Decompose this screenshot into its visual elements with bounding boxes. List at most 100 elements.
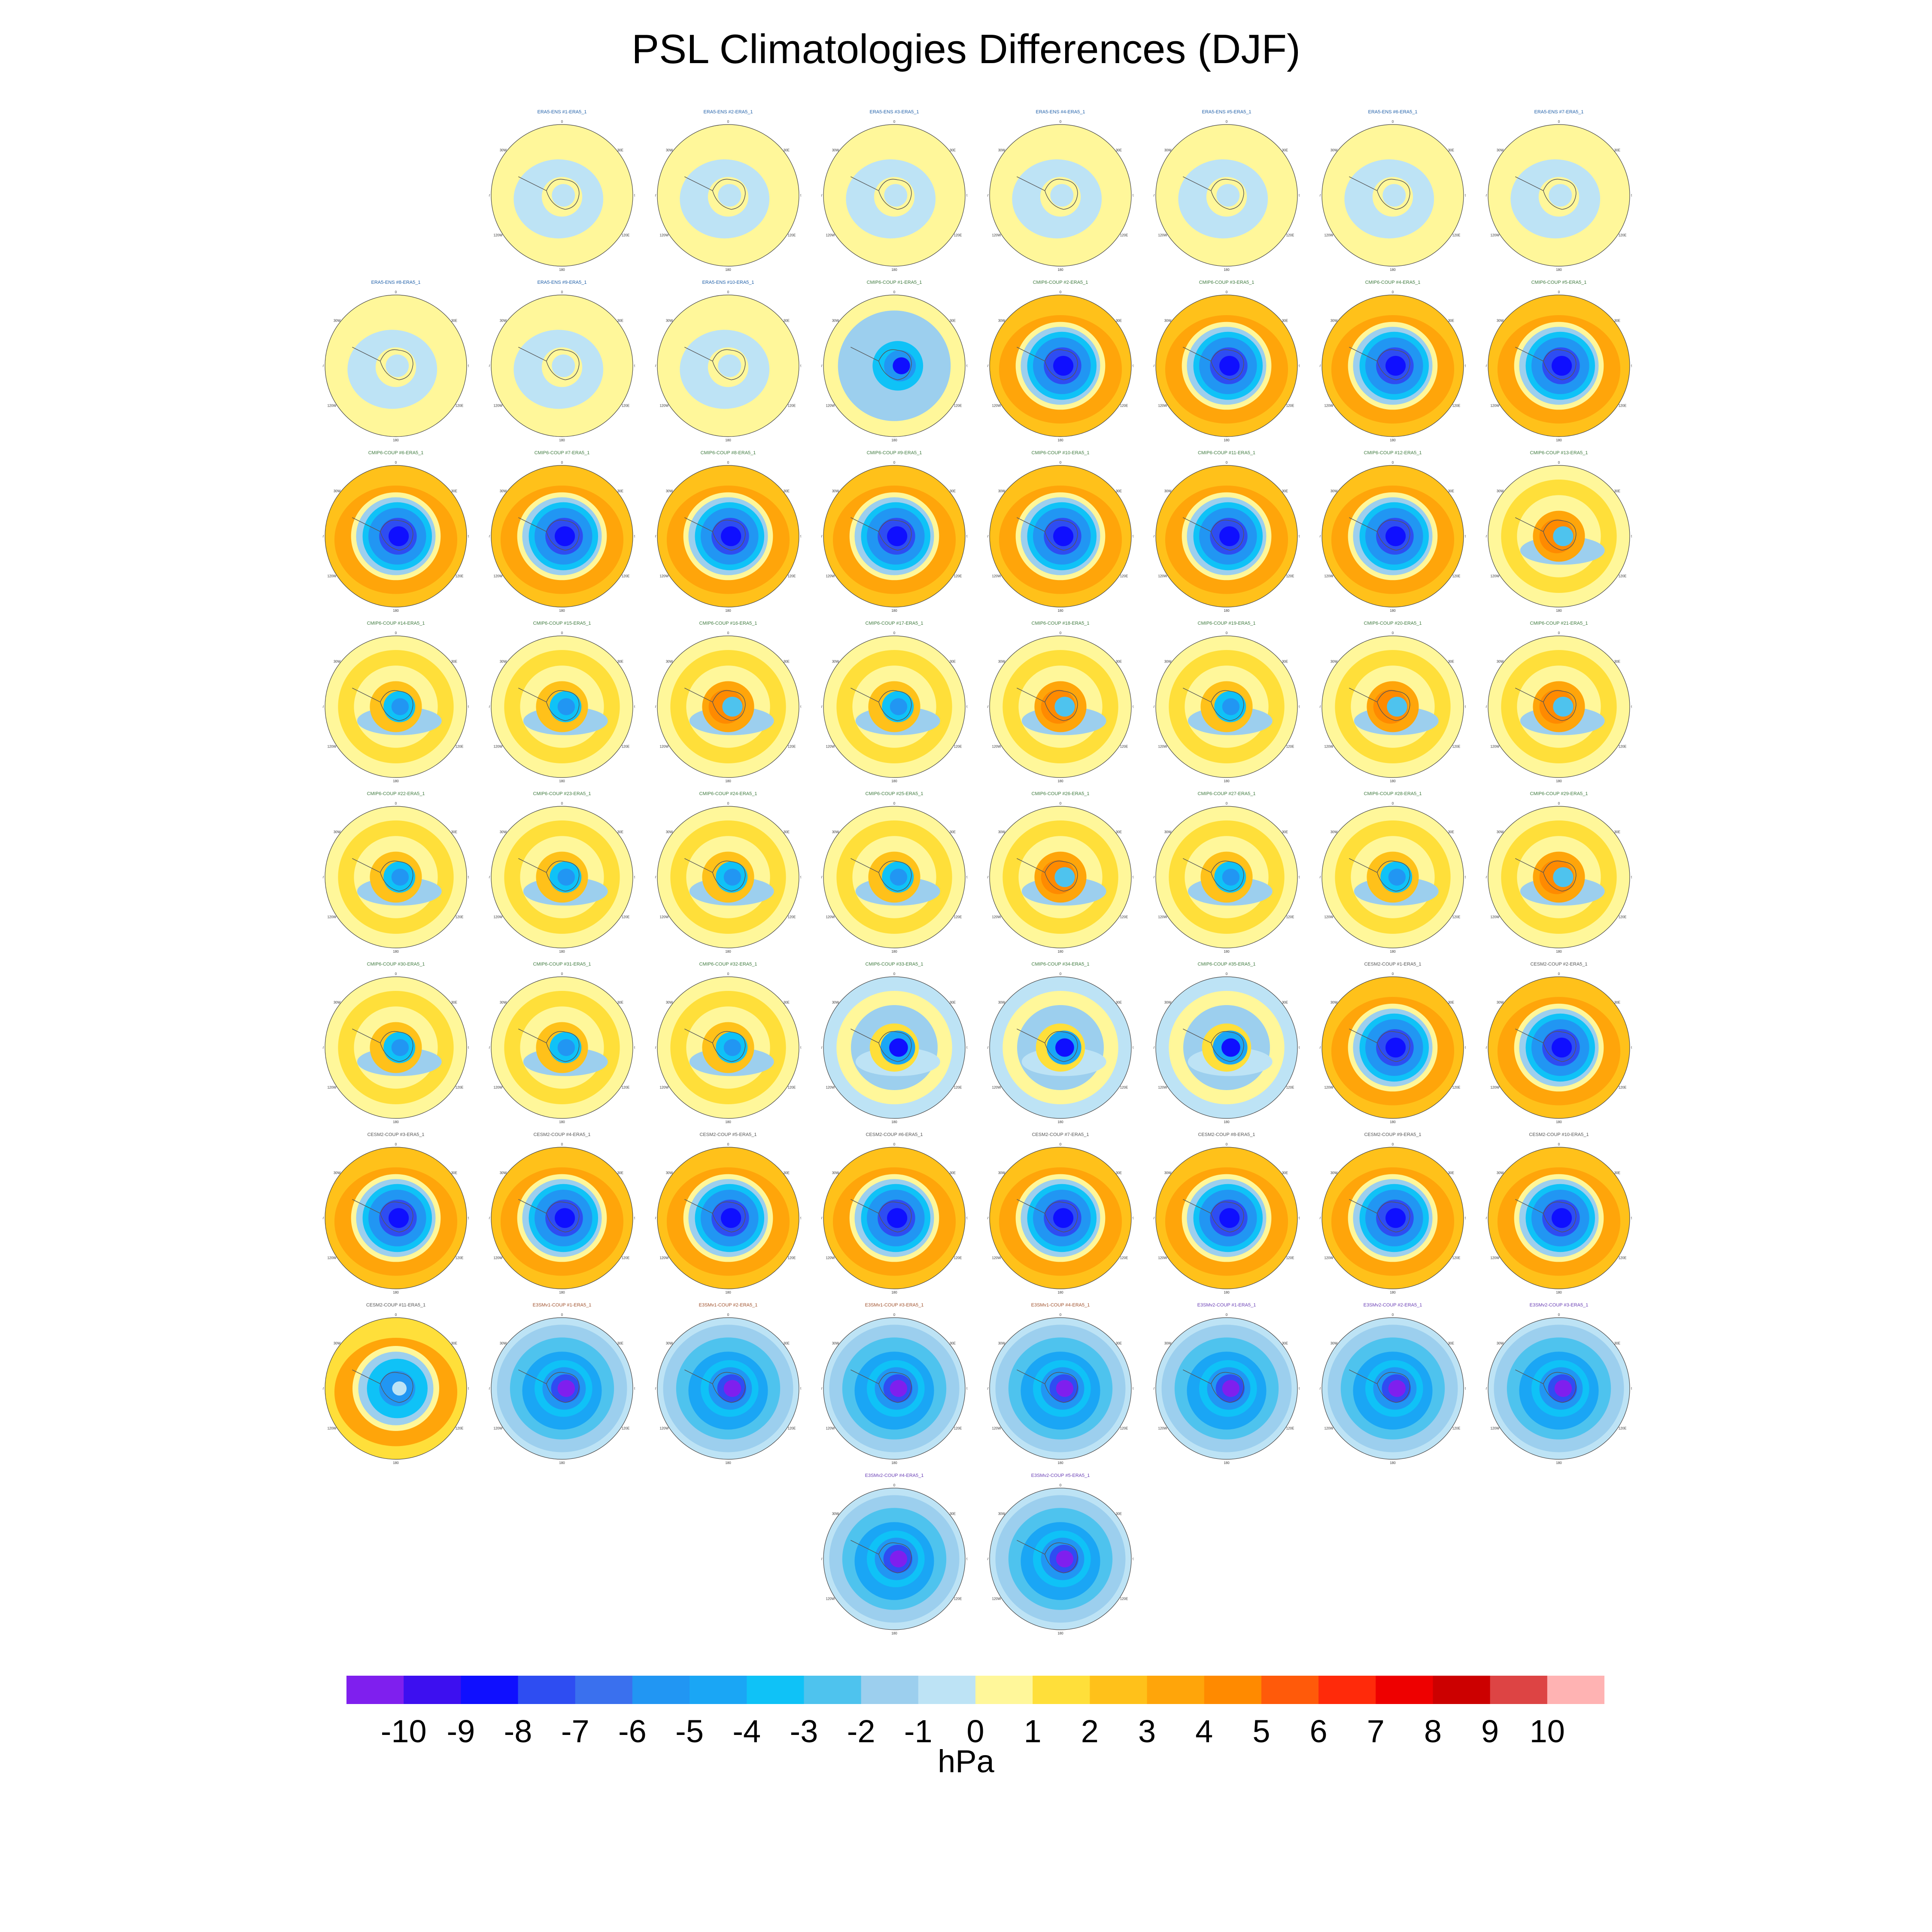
longitude-label: 120W	[1158, 1427, 1167, 1431]
colorbar-tick-label: -2	[847, 1713, 875, 1749]
longitude-label: 90W	[655, 705, 656, 709]
antarctica-coastline	[1515, 687, 1577, 721]
longitude-label: 90W	[655, 1387, 656, 1391]
antarctica-coastline	[1349, 687, 1410, 721]
map-border	[823, 806, 966, 948]
map-border	[657, 1317, 799, 1460]
longitude-label: 30E	[1282, 830, 1288, 834]
longitude-label: 180	[1556, 1461, 1562, 1465]
longitude-label: 0	[561, 1313, 563, 1317]
longitude-label: 0	[1392, 1142, 1394, 1146]
polar-map: 018090W90E30W30E120W120E	[821, 290, 967, 442]
longitude-label: 90E	[800, 705, 801, 709]
longitude-label: 90W	[323, 705, 324, 709]
antarctica-coastline	[1349, 346, 1410, 380]
map-panel: CESM2-COUP #10-ERA5_1 0 180 90W 90E 30W 30E 120…	[1486, 1132, 1632, 1295]
longitude-label: 120W	[1490, 574, 1499, 578]
longitude-label: 120W	[659, 574, 668, 578]
contour-fill	[1222, 1380, 1240, 1397]
polar-map: 018090W90E30W30E120W120E	[821, 461, 967, 613]
contour-fill	[1216, 184, 1240, 207]
longitude-label: 30W	[500, 1001, 507, 1005]
longitude-label: 30W	[998, 1171, 1005, 1175]
longitude-label: 30E	[950, 660, 956, 664]
map-panel: CESM2-COUP #6-ERA5_1 0 180 90W 90E 30W 30E 120W…	[821, 1132, 967, 1295]
longitude-label: 30E	[950, 489, 956, 493]
longitude-label: 180	[393, 609, 399, 613]
antarctica-coastline	[684, 1028, 746, 1062]
longitude-label: 30W	[500, 319, 507, 323]
map-border	[1488, 124, 1630, 267]
longitude-label: 120E	[456, 574, 464, 578]
antarctica-coastline	[851, 1540, 912, 1574]
map-panel: CMIP6-COUP #15-ERA5_1 0 180 90W 90E 30W 30E 120…	[489, 621, 635, 784]
longitude-label: 180	[891, 438, 897, 442]
longitude-label: 30W	[832, 660, 839, 664]
longitude-label: 90W	[655, 535, 656, 538]
antarctica-coastline	[851, 517, 912, 551]
longitude-label: 120W	[659, 404, 668, 408]
longitude-label: 0	[727, 290, 729, 294]
longitude-label: 30W	[832, 1171, 839, 1175]
longitude-label: 30E	[1614, 1171, 1620, 1175]
antarctica-coastline	[352, 346, 413, 380]
longitude-label: 180	[393, 438, 399, 442]
panel-title: CMIP6-COUP #10-ERA5_1	[1031, 450, 1090, 456]
longitude-label: 0	[893, 631, 896, 635]
map-panel: CESM2-COUP #2-ERA5_1 0 180 90W 90E 30W 30E 120W…	[1486, 962, 1632, 1125]
contour-fill	[723, 869, 741, 886]
longitude-label: 0	[1060, 1483, 1062, 1487]
longitude-label: 120E	[622, 404, 630, 408]
longitude-label: 120E	[954, 404, 962, 408]
polar-map: 018090W90E30W30E120W120E	[489, 1142, 635, 1294]
map-panel: CMIP6-COUP #17-ERA5_1 0 180 90W 90E 30W 30E 120…	[821, 621, 967, 784]
longitude-label: 180	[1057, 1291, 1063, 1294]
antarctica-coastline	[851, 346, 912, 380]
map-panel: CESM2-COUP #5-ERA5_1 0 180 90W 90E 30W 30E 120W…	[655, 1132, 801, 1295]
longitude-label: 120E	[954, 1597, 962, 1601]
polar-map: 018090W90E30W30E120W120E	[655, 290, 801, 442]
longitude-label: 90W	[987, 1387, 988, 1391]
contour-fill	[557, 869, 575, 886]
longitude-label: 90W	[821, 705, 822, 709]
longitude-label: 120W	[826, 1597, 835, 1601]
longitude-label: 120W	[493, 1256, 502, 1260]
longitude-label: 180	[393, 779, 399, 783]
longitude-label: 0	[1558, 631, 1560, 635]
longitude-label: 0	[727, 1313, 729, 1317]
polar-map: 018090W90E30W30E120W120E	[821, 1483, 967, 1635]
longitude-label: 30W	[334, 1001, 341, 1005]
longitude-label: 0	[727, 631, 729, 635]
panel-title: CESM2-COUP #11-ERA5_1	[366, 1303, 426, 1308]
map-panel: CMIP6-COUP #35-ERA5_1018090W90E30W30E120…	[1154, 962, 1300, 1125]
longitude-label: 90W	[821, 1557, 822, 1561]
longitude-label: 90E	[1631, 364, 1632, 368]
colorbar-box	[461, 1676, 519, 1704]
longitude-label: 30W	[998, 319, 1005, 323]
longitude-label: 120W	[327, 1427, 336, 1431]
longitude-label: 120W	[1324, 915, 1333, 919]
longitude-label: 90W	[1486, 875, 1487, 879]
panel-title: CMIP6-COUP #11-ERA5_1	[1197, 450, 1256, 456]
longitude-label: 0	[1060, 1313, 1062, 1317]
longitude-label: 180	[891, 950, 897, 954]
panel-title: CMIP6-COUP #29-ERA5_1	[1530, 791, 1588, 796]
polar-map: 018090W90E30W30E120W120E	[489, 120, 635, 272]
antarctica-coastline	[1183, 1369, 1244, 1403]
longitude-label: 120W	[826, 745, 835, 749]
longitude-label: 0	[1558, 972, 1560, 976]
polar-map: 018090W90E30W30E120W120E	[489, 802, 635, 954]
longitude-label: 30W	[666, 319, 673, 323]
map-panel: CMIP6-COUP #9-ERA5_1 0 180 90W 90E 30W 30E 120W…	[821, 450, 967, 614]
map-border	[1155, 124, 1298, 267]
polar-map: 018090W90E30W30E120W120E	[1154, 972, 1300, 1124]
map-panel: CMIP6-COUP #24-ERA5_1 0 180 90W 90E 30W 30E 120…	[655, 791, 801, 954]
longitude-label: 120W	[992, 1597, 1001, 1601]
longitude-label: 0	[561, 290, 563, 294]
antarctica-coastline	[1349, 1028, 1410, 1062]
longitude-label: 180	[1057, 438, 1063, 442]
longitude-label: 120W	[493, 1086, 502, 1090]
contour-fill	[1222, 698, 1240, 715]
longitude-label: 0	[1060, 461, 1062, 465]
longitude-label: 30E	[1448, 830, 1454, 834]
